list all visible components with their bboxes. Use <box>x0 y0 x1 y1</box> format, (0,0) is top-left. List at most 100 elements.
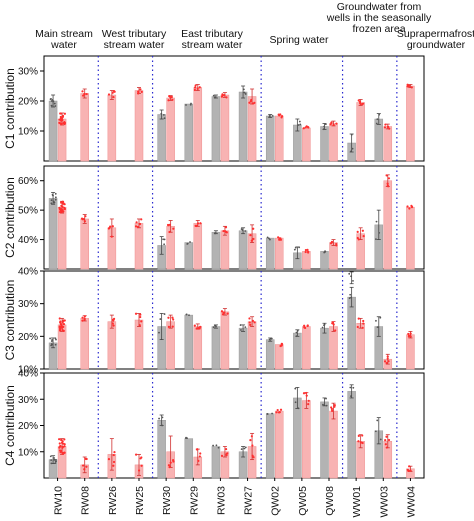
x-tick-label: WW04 <box>405 486 417 518</box>
data-point-red <box>408 84 411 87</box>
data-point-gray <box>240 448 243 451</box>
data-point-red <box>385 174 388 177</box>
data-point-red <box>387 185 390 188</box>
data-point-red <box>406 205 409 208</box>
data-point-red <box>250 435 253 438</box>
group-label-line: Groundwater from <box>337 1 422 13</box>
data-point-red <box>134 312 138 315</box>
y-tick-label: 10% <box>18 365 38 376</box>
data-point-red <box>385 362 388 365</box>
x-tick-label: WW03 <box>378 486 390 518</box>
data-point-red <box>407 332 410 336</box>
data-point-red <box>112 317 116 320</box>
data-point-gray <box>349 386 352 389</box>
bar-RW30-gray <box>157 420 166 479</box>
data-point-red <box>220 310 224 313</box>
data-point-red <box>251 444 254 447</box>
bar-QW05-gray <box>293 332 302 370</box>
bar-RW30-red <box>166 226 175 270</box>
data-point-red <box>387 177 391 180</box>
data-point-red <box>307 399 310 402</box>
data-point-gray <box>350 133 353 136</box>
data-point-red <box>63 203 66 206</box>
data-point-red <box>330 409 334 412</box>
data-point-gray <box>163 313 166 315</box>
bar-RW03-red <box>220 230 230 270</box>
group-label-line: stream water <box>182 39 243 51</box>
group-label: Main stream water <box>35 28 93 51</box>
data-point-gray <box>212 94 215 97</box>
data-point-red <box>409 469 412 472</box>
x-tick-label: RW30 <box>161 486 173 515</box>
data-point-red <box>329 123 332 126</box>
data-point-red <box>333 405 336 408</box>
bar-WW03-red <box>383 126 393 162</box>
data-point-gray <box>52 100 55 103</box>
data-point-gray <box>50 462 53 465</box>
data-point-red <box>58 438 61 441</box>
data-point-red <box>83 92 86 96</box>
bar-QW02-gray <box>265 237 275 270</box>
data-point-red <box>250 239 253 242</box>
data-point-red <box>112 319 115 322</box>
data-point-red <box>135 221 138 224</box>
data-point-red <box>275 411 278 414</box>
data-point-red <box>81 319 84 322</box>
data-point-gray <box>379 438 382 441</box>
data-point-gray <box>298 120 301 123</box>
data-point-red <box>139 88 142 91</box>
data-point-red <box>193 88 197 92</box>
data-point-red <box>171 316 174 319</box>
data-point-gray <box>185 313 188 316</box>
data-point-gray <box>162 238 165 241</box>
data-point-red <box>361 102 365 105</box>
data-point-red <box>199 325 202 328</box>
data-point-red <box>198 455 201 458</box>
data-point-gray <box>49 337 51 340</box>
data-point-red <box>81 316 84 319</box>
data-point-gray <box>378 232 381 234</box>
data-point-red <box>386 182 389 185</box>
bar-RW26-red <box>107 321 117 370</box>
data-point-gray <box>350 275 352 278</box>
data-point-red <box>252 227 255 230</box>
data-point-gray <box>323 251 326 254</box>
x-tick-label: QW08 <box>324 486 336 516</box>
data-point-gray <box>294 246 297 249</box>
y-tick-label: 40% <box>18 235 38 246</box>
y-axis-label: C3 contribution <box>3 280 17 361</box>
group-label: Suprapermafrost groundwater <box>397 28 474 51</box>
bar-RW08-red <box>80 93 89 162</box>
bar-RW10-gray <box>48 198 58 270</box>
data-point-red <box>62 323 66 326</box>
data-point-gray <box>163 117 166 120</box>
data-point-red <box>139 315 142 319</box>
data-point-red <box>332 123 335 127</box>
data-point-gray <box>213 96 216 99</box>
data-point-red <box>111 225 114 228</box>
data-point-red <box>249 234 252 237</box>
bar-QW05-red <box>302 127 311 162</box>
data-point-red <box>167 464 171 467</box>
data-point-red <box>197 326 200 330</box>
data-point-red <box>252 237 255 241</box>
x-tick-label: RW10 <box>53 486 65 515</box>
data-point-gray <box>374 430 377 433</box>
data-point-gray <box>163 243 166 246</box>
data-point-gray <box>375 220 378 223</box>
data-point-gray <box>162 113 165 116</box>
data-point-red <box>63 122 66 126</box>
data-point-red <box>304 326 307 330</box>
data-point-gray <box>243 91 246 94</box>
data-point-red <box>167 224 170 227</box>
bar-WW04-red <box>406 206 415 270</box>
data-point-gray <box>55 458 57 461</box>
data-point-red <box>168 466 171 469</box>
data-point-gray <box>322 403 324 406</box>
group-label-line: Spring water <box>270 34 329 46</box>
data-point-gray <box>163 238 166 241</box>
group-label-line: East tributary <box>181 28 244 40</box>
data-point-red <box>384 438 387 442</box>
data-point-red <box>61 452 64 456</box>
y-tick-label: 30% <box>18 67 38 78</box>
